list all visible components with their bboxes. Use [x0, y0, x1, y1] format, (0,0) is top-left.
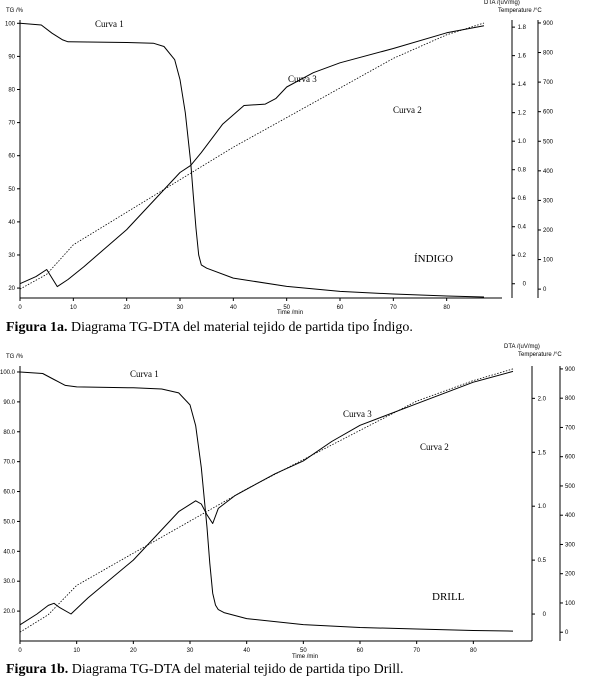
p0-y-left-tick-label: 40 [8, 220, 15, 226]
p0-series-curva-2 [19, 22, 485, 290]
p0-x-tick-label: 30 [177, 305, 184, 311]
p1-y-temp-tick-label: 200 [565, 572, 576, 578]
p1-y-left-tick-label: 30.0 [3, 579, 15, 585]
p1-y-temp-tick-label: 900 [565, 367, 576, 373]
p0-x-tick-label: 50 [283, 305, 290, 311]
p0-y-dta-axis-title: DTA /(uV/mg) [484, 0, 520, 6]
p1-y-left-tick-label: 100.0 [0, 370, 16, 376]
p0-y-left-axis-title: TG /% [6, 8, 24, 14]
p0-y-temp-tick-label: 900 [543, 21, 554, 27]
p1-x-tick-label: 0 [18, 648, 22, 654]
p1-y-left-tick-label: 70.0 [3, 460, 15, 466]
p0-y-dta-tick-label: 1.2 [518, 111, 527, 117]
p1-y-temp-tick-label: 500 [565, 484, 576, 490]
p0-series-curva-3 [19, 25, 485, 288]
p0-y-dta-tick-label: 0.4 [518, 225, 527, 231]
p1-y-left-tick-label: 40.0 [3, 549, 15, 555]
p0-y-dta-tick-label: 1.8 [518, 25, 527, 31]
p1-series-curva-3 [19, 370, 514, 626]
p0-x-tick-label: 20 [123, 305, 130, 311]
p1-x-tick-label: 10 [73, 648, 80, 654]
p0-x-tick-label: 70 [390, 305, 397, 311]
p0-y-left-tick-label: 20 [8, 286, 15, 292]
p0-y-left-tick-label: 50 [8, 187, 15, 193]
p1-series-curva-1 [19, 371, 514, 632]
p0-y-temp-tick-label: 700 [543, 80, 554, 86]
p0-y-left-tick-label: 90 [8, 54, 15, 60]
p0-y-dta-tick-label: 0.8 [518, 168, 527, 174]
p1-series-label-curva-3: Curva 3 [343, 409, 372, 419]
p0-sample-annotation: ÍNDIGO [414, 253, 453, 265]
p0-y-dta-tick-label: 0.6 [518, 196, 527, 202]
p0-y-left-tick-label: 30 [8, 253, 15, 259]
p1-y-dta-tick-label: 0.5 [538, 558, 547, 564]
p1-x-tick-label: 30 [187, 648, 194, 654]
p0-x-tick-label: 0 [18, 305, 22, 311]
p1-sample-annotation: DRILL [432, 591, 465, 603]
p1-series-label-curva-2: Curva 2 [420, 442, 449, 452]
p0-y-left-tick-label: 70 [8, 121, 15, 127]
p1-y-dta-tick-label: 1.0 [538, 504, 547, 510]
p0-y-temp-tick-label: 200 [543, 228, 554, 234]
p1-x-tick-label: 60 [357, 648, 364, 654]
p0-x-tick-label: 80 [443, 305, 450, 311]
p1-y-left-tick-label: 80.0 [3, 430, 15, 436]
p1-y-dta-tick-label: 0 [543, 612, 547, 618]
p0-y-dta-tick-label: 0 [523, 282, 527, 288]
p0-series-label-curva-2: Curva 2 [393, 105, 422, 115]
p0-y-dta-tick-label: 1.4 [518, 82, 527, 88]
p1-y-temp-tick-label: 400 [565, 513, 576, 519]
p1-y-left-tick-label: 20.0 [3, 609, 15, 615]
p1-y-temp-tick-label: 0 [565, 630, 569, 636]
p1-series-label-curva-1: Curva 1 [130, 369, 159, 379]
figure-1b-caption: Figura 1b. Diagrama TG-DTA del material … [6, 662, 404, 677]
p0-x-tick-label: 40 [230, 305, 237, 311]
p0-y-temp-tick-label: 100 [543, 258, 554, 264]
p1-y-dta-axis-title: DTA /(uV/mg) [504, 344, 540, 350]
p1-x-tick-label: 50 [300, 648, 307, 654]
p0-x-tick-label: 10 [70, 305, 77, 311]
p1-y-left-tick-label: 60.0 [3, 490, 15, 496]
p1-y-temp-tick-label: 100 [565, 601, 576, 607]
p0-y-temp-tick-label: 500 [543, 139, 554, 145]
p1-x-tick-label: 70 [413, 648, 420, 654]
p0-y-dta-tick-label: 0.2 [518, 253, 527, 259]
p0-y-temp-tick-label: 800 [543, 51, 554, 57]
figure-1a-caption: Figura 1a. Diagrama TG-DTA del material … [6, 320, 413, 335]
p1-x-tick-label: 80 [470, 648, 477, 654]
p1-y-temp-tick-label: 700 [565, 425, 576, 431]
p1-y-temp-tick-label: 600 [565, 455, 576, 461]
p1-y-left-tick-label: 50.0 [3, 519, 15, 525]
p1-y-left-axis-title: TG /% [6, 354, 24, 360]
p0-series-label-curva-1: Curva 1 [95, 19, 124, 29]
p0-y-temp-axis-title: Temperature /°C [498, 8, 542, 14]
p0-y-temp-tick-label: 400 [543, 169, 554, 175]
p1-y-dta-tick-label: 1.5 [538, 450, 547, 456]
p1-x-tick-label: 20 [130, 648, 137, 654]
p1-y-temp-tick-label: 800 [565, 396, 576, 402]
p0-series-label-curva-3: Curva 3 [288, 74, 317, 84]
p0-y-dta-tick-label: 1.6 [518, 54, 527, 60]
p1-y-temp-axis-title: Temperature /°C [518, 352, 562, 358]
p0-y-left-tick-label: 80 [8, 88, 15, 94]
p1-y-dta-tick-label: 2.0 [538, 396, 547, 402]
p0-series-curva-1 [19, 22, 485, 298]
p1-x-axis-title: Time /min [292, 654, 318, 660]
p0-y-temp-tick-label: 600 [543, 110, 554, 116]
p0-x-tick-label: 60 [337, 305, 344, 311]
p1-x-tick-label: 40 [243, 648, 250, 654]
p0-y-left-tick-label: 100 [5, 21, 16, 27]
p1-y-temp-tick-label: 300 [565, 542, 576, 548]
p0-y-left-tick-label: 60 [8, 154, 15, 160]
p0-y-dta-tick-label: 1.0 [518, 139, 527, 145]
p1-y-left-tick-label: 90.0 [3, 400, 15, 406]
p0-y-temp-tick-label: 300 [543, 198, 554, 204]
p0-y-temp-tick-label: 0 [543, 287, 547, 293]
p0-x-axis-title: Time /min [277, 310, 303, 316]
